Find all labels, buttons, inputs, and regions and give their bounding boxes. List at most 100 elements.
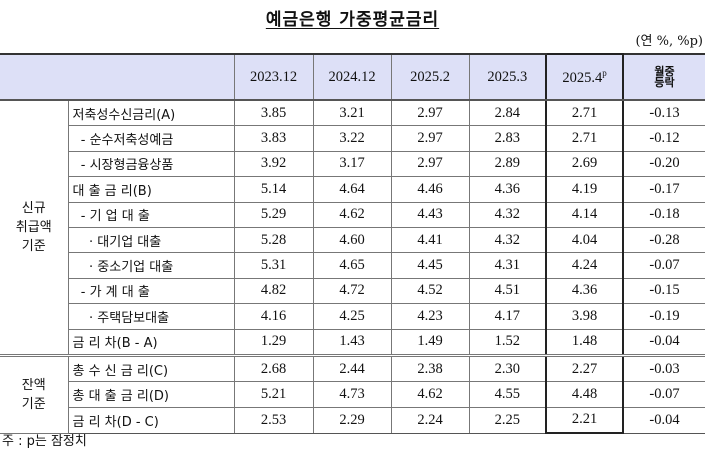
value-cell: 3.17 [312,150,392,178]
value-cell: 2.44 [312,353,392,383]
table-row: · 대기업 대출 5.28 4.60 4.41 4.32 4.04 -0.28 [0,226,705,254]
value-cell: 1.52 [468,328,547,356]
change-cell: -0.18 [622,201,705,228]
table-row: - 기 업 대 출 5.29 4.62 4.43 4.32 4.14 -0.18 [0,201,705,228]
group-label-line: 신규 [21,200,46,216]
footnote: 주 : p는 잠정치 [2,434,87,449]
value-cell: 1.43 [312,328,392,356]
change-line1: 월중 [654,65,675,78]
change-line2: 등락 [654,76,675,89]
value-cell: 2.29 [312,406,392,434]
latest-label: 2025.4 [562,69,603,86]
value-cell: 2.71 [545,125,624,152]
header-blank [0,53,235,101]
value-cell: 2.83 [468,125,547,152]
change-cell: -0.03 [622,353,705,383]
value-cell: 2.97 [390,99,470,127]
value-cell: 2.21 [545,406,624,435]
value-cell: 2.25 [468,406,547,434]
value-cell: 4.17 [468,303,547,330]
unit-label: (연 %, %p) [635,34,703,49]
value-cell: 3.98 [545,303,624,330]
value-cell: 2.71 [545,99,624,127]
group-label-line: 기준 [21,238,46,254]
change-cell: -0.04 [622,406,705,434]
value-cell: 4.52 [390,277,470,305]
table-row: 대 출 금 리(B) 5.14 4.64 4.46 4.36 4.19 -0.17 [0,176,705,203]
row-label: 금 리 차(B - A) [68,328,235,356]
header-col: 2025.3 [468,53,547,101]
value-cell: 1.29 [233,328,314,356]
group-label-line: 기준 [21,396,46,412]
header-col: 2025.2 [390,53,470,101]
value-cell: 4.45 [390,252,470,279]
value-cell: 4.24 [545,252,624,279]
value-cell: 4.32 [468,226,547,254]
table-row: 금 리 차(B - A) 1.29 1.43 1.49 1.52 1.48 -0.04 [0,328,705,356]
row-label: · 대기업 대출 [68,226,235,254]
change-cell: -0.15 [622,277,705,305]
value-cell: 2.84 [468,99,547,127]
table-row: · 주택담보대출 4.16 4.25 4.23 4.17 3.98 -0.19 [0,303,705,330]
value-cell: 4.62 [312,201,392,228]
change-cell: -0.07 [622,252,705,279]
interest-rate-table: 2023.12 2024.12 2025.2 2025.3 2025.4p 월중… [0,53,705,435]
value-cell: 3.83 [233,125,314,152]
table-row: - 순수저축성예금 3.83 3.22 2.97 2.83 2.71 -0.12 [0,125,705,152]
value-cell: 4.51 [468,277,547,305]
table-row: 총 대 출 금 리(D) 5.21 4.73 4.62 4.55 4.48 -0.07 [0,381,705,408]
row-label: 저축성수신금리(A) [67,99,235,127]
change-cell: -0.17 [622,176,705,203]
value-cell: 4.65 [312,252,392,279]
header-row: 2023.12 2024.12 2025.2 2025.3 2025.4p 월중… [0,53,705,101]
value-cell: 3.85 [233,99,314,127]
change-cell: -0.13 [622,99,705,127]
value-cell: 5.21 [233,381,314,408]
value-cell: 4.19 [545,176,624,203]
row-label: - 시장형금융상품 [68,150,235,178]
change-cell: -0.04 [622,328,705,356]
value-cell: 4.73 [312,381,392,408]
header-col: 2023.12 [233,53,314,101]
group-label-line: 잔액 [21,377,46,393]
value-cell: 4.36 [468,176,547,203]
value-cell: 4.36 [545,277,624,305]
value-cell: 4.48 [545,381,624,408]
value-cell: 3.22 [312,125,392,152]
value-cell: 2.97 [390,150,470,178]
value-cell: 4.62 [390,381,470,408]
preliminary-mark: p [602,67,607,78]
change-cell: -0.28 [622,226,705,254]
value-cell: 4.82 [233,277,314,305]
value-cell: 5.31 [233,252,314,279]
row-label: - 순수저축성예금 [68,125,235,152]
row-label: 총 수 신 금 리(C) [67,353,235,383]
header-col-change: 월중 등락 [622,53,705,101]
group-label-line: 취급액 [15,219,52,235]
table-row: 신규 취급액 기준 저축성수신금리(A) 3.85 3.21 2.97 2.84 2.71 -0.… [0,99,705,356]
value-cell: 4.16 [233,303,314,330]
change-cell: -0.07 [622,381,705,408]
change-cell: -0.20 [622,150,705,178]
value-cell: 5.14 [233,176,314,203]
header-col: 2024.12 [312,53,392,101]
value-cell: 4.31 [468,252,547,279]
value-cell: 2.53 [233,406,314,434]
row-label: - 가 계 대 출 [68,277,235,305]
value-cell: 1.48 [545,328,624,356]
value-cell: 4.64 [312,176,392,203]
value-cell: 4.04 [545,226,624,254]
value-cell: 4.43 [390,201,470,228]
value-cell: 5.29 [233,201,314,228]
value-cell: 3.21 [312,99,392,127]
row-label: - 기 업 대 출 [68,201,235,228]
value-cell: 2.97 [390,125,470,152]
value-cell: 4.32 [468,201,547,228]
value-cell: 4.46 [390,176,470,203]
row-label: 대 출 금 리(B) [68,176,235,203]
value-cell: 2.27 [545,353,624,383]
value-cell: 2.30 [468,353,547,383]
value-cell: 4.41 [390,226,470,254]
table-row: 잔액 기준 총 수 신 금 리(C) 2.68 2.44 2.38 2.30 2.27 -0.0… [0,353,705,434]
